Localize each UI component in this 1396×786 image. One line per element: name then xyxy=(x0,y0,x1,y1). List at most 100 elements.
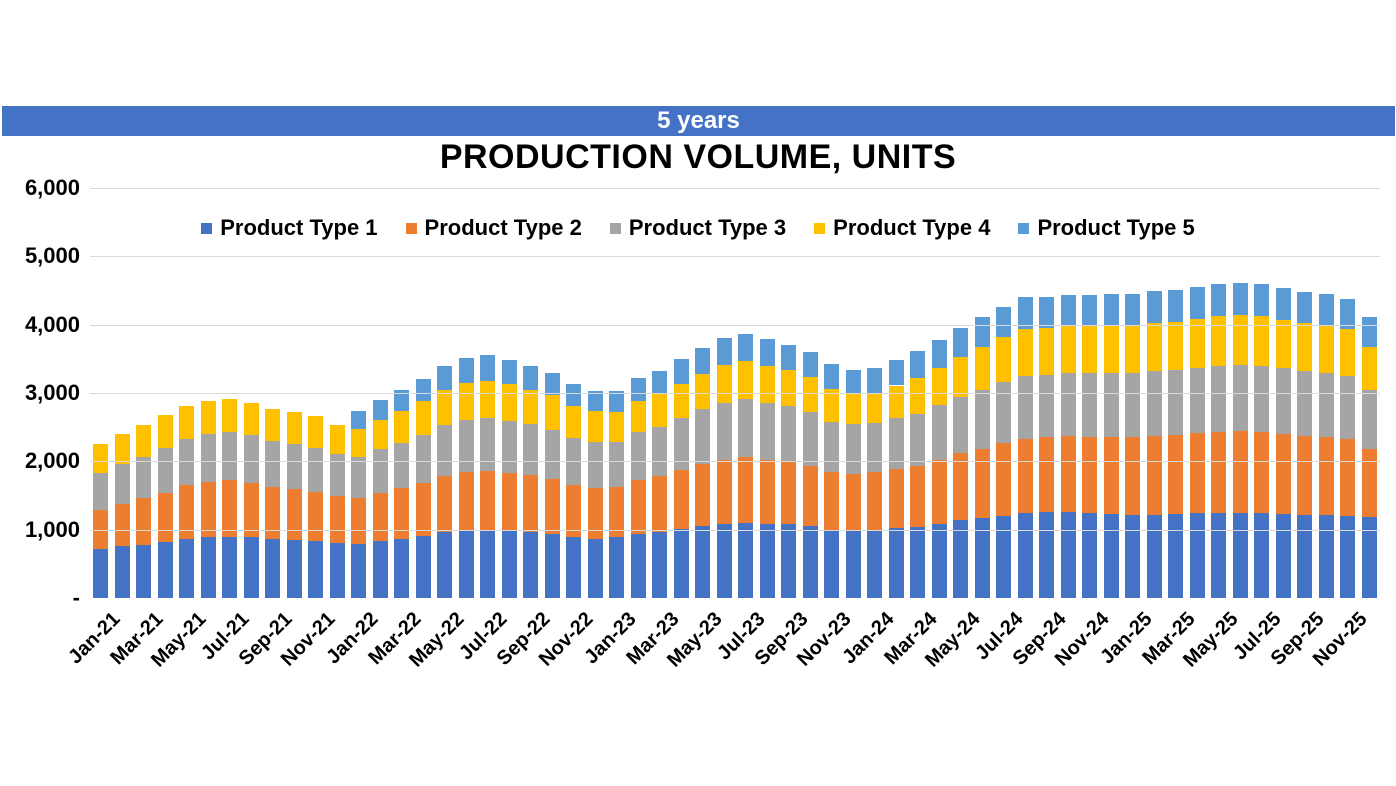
bar-segment xyxy=(158,493,173,542)
bar-segment xyxy=(867,472,882,529)
bar-segment xyxy=(1319,515,1334,598)
bar-segment xyxy=(523,532,538,598)
bar-segment xyxy=(566,406,581,438)
bar-segment xyxy=(265,409,280,441)
bar-segment xyxy=(588,391,603,412)
bar-segment xyxy=(244,403,259,435)
bar-segment xyxy=(136,425,151,456)
bar-segment xyxy=(652,371,667,394)
y-axis-tick-label: 3,000 xyxy=(0,380,80,406)
bar-segment xyxy=(932,340,947,368)
bar-segment xyxy=(738,523,753,599)
bar-segment xyxy=(394,488,409,539)
bar-segment xyxy=(437,532,452,598)
bar-segment xyxy=(502,530,517,598)
bar-segment xyxy=(287,444,302,490)
bar-segment xyxy=(1082,295,1097,326)
bar-segment xyxy=(781,370,796,406)
bar-segment xyxy=(201,434,216,482)
bar-segment xyxy=(760,524,775,598)
bar-segment xyxy=(1297,292,1312,323)
bar-segment xyxy=(1276,434,1291,514)
gridline xyxy=(90,393,1380,394)
bar-segment xyxy=(803,466,818,526)
bar-segment xyxy=(781,406,796,461)
bar-segment xyxy=(330,543,345,598)
bar-segment xyxy=(1082,325,1097,372)
bar-segment xyxy=(1125,437,1140,515)
bar-segment xyxy=(996,382,1011,444)
bar-segment xyxy=(459,472,474,530)
bar-segment xyxy=(1168,290,1183,322)
bar-segment xyxy=(437,476,452,532)
bar-segment xyxy=(1233,365,1248,431)
bar-segment xyxy=(480,355,495,380)
bar-segment xyxy=(760,403,775,460)
bar-segment xyxy=(480,381,495,418)
bar-segment xyxy=(803,526,818,598)
bar-segment xyxy=(287,489,302,540)
bar-segment xyxy=(545,479,560,534)
bar-segment xyxy=(1104,437,1119,514)
gridline xyxy=(90,530,1380,531)
bar-segment xyxy=(910,378,925,414)
bar-segment xyxy=(975,449,990,518)
bar-segment xyxy=(545,430,560,479)
bar-segment xyxy=(717,460,732,524)
plot-area xyxy=(90,188,1380,598)
bar-segment xyxy=(1190,513,1205,598)
bar-segment xyxy=(695,526,710,598)
bar-segment xyxy=(502,473,517,531)
bar-segment xyxy=(1297,323,1312,371)
bar-segment xyxy=(975,347,990,389)
bar-segment xyxy=(1319,437,1334,516)
bar-segment xyxy=(158,542,173,598)
banner-strip: 5 years xyxy=(2,106,1395,136)
bar-segment xyxy=(1104,373,1119,437)
bar-segment xyxy=(523,390,538,425)
y-axis-tick-label: 5,000 xyxy=(0,243,80,269)
bar-segment xyxy=(1190,319,1205,368)
y-axis-tick-label: - xyxy=(0,585,80,611)
bar-segment xyxy=(1276,320,1291,369)
bar-segment xyxy=(244,435,259,483)
bar-segment xyxy=(115,434,130,464)
bar-segment xyxy=(265,539,280,598)
bar-segment xyxy=(1254,284,1269,316)
bar-segment xyxy=(953,328,968,357)
bar-segment xyxy=(631,432,646,480)
bar-segment xyxy=(953,357,968,397)
bar-segment xyxy=(996,337,1011,381)
bar-segment xyxy=(394,539,409,598)
bar-segment xyxy=(1039,437,1054,511)
bar-segment xyxy=(394,443,409,488)
bar-segment xyxy=(308,448,323,492)
bar-segment xyxy=(889,386,904,419)
bar-segment xyxy=(222,480,237,536)
bar-segment xyxy=(695,464,710,526)
bar-segment xyxy=(287,540,302,598)
bar-segment xyxy=(953,397,968,454)
bar-segment xyxy=(502,360,517,384)
bar-segment xyxy=(1211,432,1226,513)
bar-segment xyxy=(1211,366,1226,432)
bar-segment xyxy=(695,374,710,410)
bar-segment xyxy=(1125,294,1140,325)
bar-segment xyxy=(932,460,947,524)
bar-segment xyxy=(1018,513,1033,598)
bar-segment xyxy=(308,541,323,598)
bar-segment xyxy=(803,377,818,412)
bar-segment xyxy=(1340,329,1355,375)
bar-segment xyxy=(652,476,667,531)
bar-segment xyxy=(652,532,667,598)
bar-segment xyxy=(1147,371,1162,436)
bar-segment xyxy=(222,537,237,599)
bar-segment xyxy=(910,351,925,378)
bar-segment xyxy=(1061,373,1076,437)
bar-segment xyxy=(1082,373,1097,437)
bar-segment xyxy=(760,366,775,403)
bar-segment xyxy=(523,424,538,475)
bar-segment xyxy=(738,334,753,361)
bar-segment xyxy=(1297,515,1312,598)
bar-segment xyxy=(910,527,925,598)
